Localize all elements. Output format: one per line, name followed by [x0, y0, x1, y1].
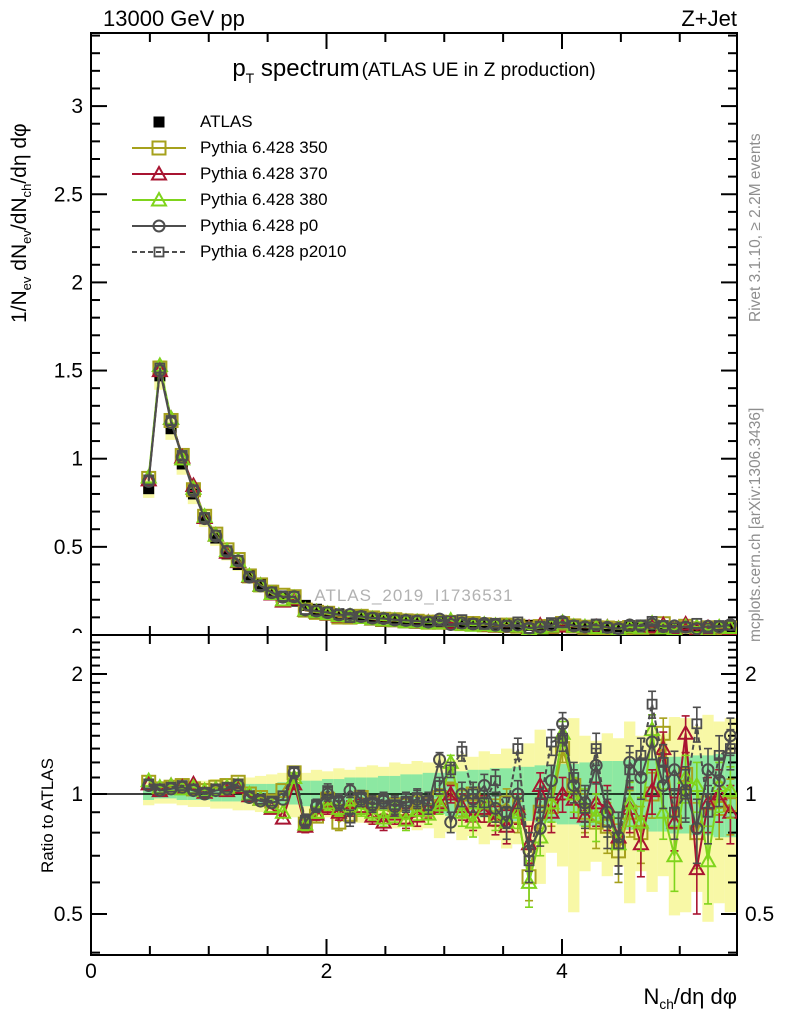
legend-item: Pythia 6.428 350 — [130, 135, 347, 161]
legend-marker-square-open — [132, 140, 186, 156]
ratio-series — [139, 690, 737, 915]
legend-item: ATLAS — [130, 109, 347, 135]
main-y-zero-label: 0 — [71, 625, 83, 648]
axis-label-subscript: ch — [18, 183, 34, 198]
legend-marker-square-open-small — [132, 246, 186, 258]
legend-marker-triangle-open — [132, 190, 186, 207]
main-y-tick-label: 1 — [71, 448, 83, 471]
ratio-y-tick-label-right: 0.5 — [745, 903, 774, 926]
series-pythia-6-428-p0 — [142, 364, 737, 635]
axis-label-part: 1/N — [8, 290, 31, 323]
plot-title: pT spectrum (ATLAS UE in Z production) — [91, 55, 737, 86]
main-y-tick-label: 1.5 — [54, 360, 83, 383]
x-tick-label: 2 — [321, 960, 333, 983]
header-beam-energy: 13000 GeV pp — [103, 6, 245, 31]
legend-label: Pythia 6.428 p0 — [200, 216, 319, 235]
ratio-y-tick-label-right: 2 — [745, 663, 757, 686]
title-pt-subscript: T — [245, 70, 255, 86]
ratio-y-tick-label-right: 1 — [745, 783, 757, 806]
title-annotation: (ATLAS UE in Z production) — [361, 60, 596, 81]
legend-label: Pythia 6.428 380 — [200, 190, 328, 209]
tick-labels: 0 0.5 1 1.5 2 2.5 3 2 2 1 1 0.5 0.5 0 2 4 — [54, 95, 774, 983]
legend-label: Pythia 6.428 370 — [200, 164, 328, 183]
axis-label-part: /dη dφ — [8, 123, 31, 184]
legend-item: Pythia 6.428 p2010 — [130, 239, 347, 265]
title-pt: p — [232, 55, 246, 82]
ratio-y-tick-label-left: 1 — [71, 783, 83, 806]
legend-marker-triangle-open — [132, 164, 186, 181]
legend-marker-square-filled — [153, 116, 165, 128]
legend-label: Pythia 6.428 p2010 — [200, 242, 347, 261]
legend: ATLAS Pythia 6.428 350 Pythia 6.428 370 Pyt… — [130, 109, 347, 265]
ratio-y-tick-label-left: 0.5 — [54, 903, 83, 926]
axis-label-part: /dη dφ — [673, 984, 737, 1009]
legend-item: Pythia 6.428 p0 — [130, 213, 347, 239]
main-y-tick-label: 2 — [71, 271, 83, 294]
mcplots-reference-note: mcplots.cern.ch [arXiv:1306.3436] — [747, 407, 764, 642]
x-axis-label: Nch/dη dφ — [643, 984, 737, 1012]
main-y-tick-label: 2.5 — [54, 183, 83, 206]
axes-frame — [90, 32, 738, 956]
analysis-watermark: ATLAS_2019_I1736531 — [314, 586, 514, 605]
legend-item: Pythia 6.428 380 — [130, 187, 347, 213]
main-y-tick-label: 0.5 — [54, 536, 83, 559]
ratio-y-axis-label: Ratio to ATLAS — [38, 758, 57, 873]
header-process: Z+Jet — [681, 6, 737, 31]
ratio-y-tick-label-left: 2 — [71, 663, 83, 686]
main-y-tick-label: 3 — [71, 95, 83, 118]
x-tick-label: 0 — [85, 960, 97, 983]
legend-item: Pythia 6.428 370 — [130, 161, 347, 187]
rivet-version-note: Rivet 3.1.10, ≥ 2.2M events — [747, 133, 764, 322]
legend-label: Pythia 6.428 350 — [200, 138, 328, 157]
legend-label: ATLAS — [200, 112, 253, 131]
x-tick-label: 4 — [556, 960, 568, 983]
main-series — [139, 356, 737, 635]
axis-label-part: N — [643, 984, 660, 1009]
axis-label-subscript: ch — [659, 996, 674, 1012]
legend-marker-circle-open — [132, 219, 186, 233]
axis-label-part: /dN — [8, 197, 31, 231]
ratio-series-pythia-6-428-p0 — [142, 711, 737, 873]
axis-label-subscript: ev — [18, 276, 34, 291]
main-y-axis-label: 1/Nev dNev/dNch/dη dφ — [8, 123, 34, 323]
axis-label-part: dN — [8, 243, 31, 277]
title-text: spectrum — [254, 55, 360, 82]
axis-label-subscript: ev — [18, 230, 34, 244]
